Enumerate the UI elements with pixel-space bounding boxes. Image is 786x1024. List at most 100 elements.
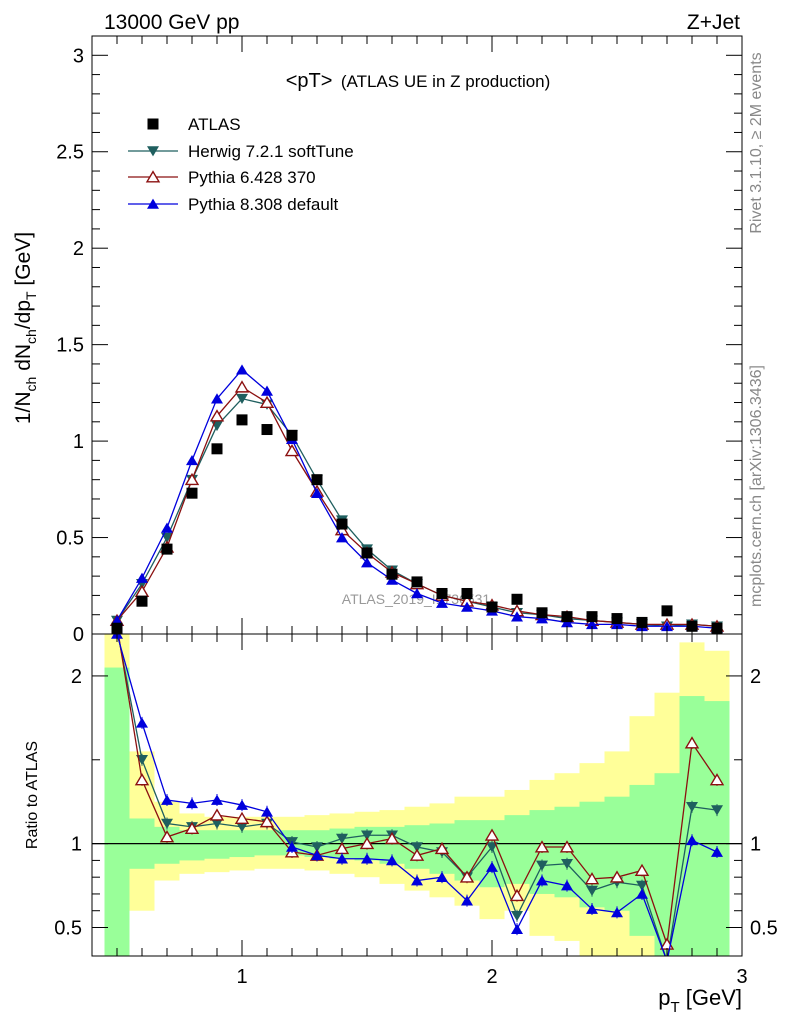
ratio-point-s1-15: [484, 828, 500, 841]
data-point-s0-3: [186, 487, 198, 499]
data-point-s3-13: [436, 597, 448, 608]
ratio-point-s0-18: [561, 858, 573, 870]
data-point-s0-17: [536, 607, 548, 619]
y-tick-label: 0.5: [56, 528, 84, 550]
data-point-s0-20: [611, 613, 623, 625]
legend-label-1: Herwig 7.2.1 softTune: [188, 142, 354, 161]
data-point-s2-3: [184, 472, 200, 486]
data-point-s0-19: [586, 611, 598, 623]
ratio-point-s2-11: [386, 855, 398, 866]
x-tick-label: 3: [736, 966, 747, 988]
green-band-bin: [504, 815, 530, 884]
ratio-point-s1-14: [459, 870, 475, 883]
ratio-y-tick-label-right: 2: [750, 666, 761, 688]
ratio-y-tick-label: 1: [71, 834, 82, 856]
watermark: ATLAS_2019_I1736531: [342, 591, 491, 607]
data-point-s0-16: [511, 593, 523, 605]
ratio-point-s2-3: [186, 797, 198, 809]
ratio-point-s0-17: [536, 860, 548, 871]
data-point-s3-12: [411, 588, 423, 599]
ratio-point-s1-20: [609, 870, 625, 883]
data-point-s3-5: [236, 364, 248, 375]
data-point-s0-7: [286, 429, 298, 441]
green-band-bin: [104, 667, 130, 956]
ratio-point-s1-1: [134, 773, 150, 786]
data-point-s2-1: [134, 584, 150, 598]
ratio-point-s1-12: [409, 848, 425, 861]
ratio-point-s1-23: [684, 736, 700, 749]
ratio-point-s2-9: [336, 853, 348, 864]
data-point-s2-5: [234, 380, 250, 393]
data-point-s1-5: [236, 393, 248, 405]
ratio-point-s1-21: [634, 863, 650, 876]
ratio-point-s2-22: [666, 955, 668, 956]
ratio-point-s1-3: [184, 821, 200, 835]
y-tick-label: 3: [73, 45, 84, 67]
main-plot: 0 0.5 1 1.5 2 2.5 3: [56, 35, 743, 646]
ratio-point-s0-9: [336, 833, 348, 845]
y-tick-label: 2.5: [56, 142, 84, 164]
data-point-s0-8: [311, 474, 323, 486]
ratio-point-s1-17: [534, 840, 550, 853]
ratio-point-s1-10: [359, 836, 375, 850]
ratio-point-s2-8: [311, 849, 323, 861]
ratio-point-s2-15: [486, 861, 498, 872]
main-title-main: <pT>: [286, 70, 333, 92]
rivet-label: Rivet 3.1.10, ≥ 2M events: [748, 52, 765, 233]
ratio-point-s2-6: [261, 806, 273, 817]
ratio-point-s0-22: [661, 956, 673, 966]
ratio-plot: 0.5 0.5 1 1 2 2 1 2 3: [54, 633, 778, 988]
ratio-point-s2-4: [211, 794, 223, 805]
ratio-y-tick-label: 0.5: [54, 917, 82, 939]
data-point-s3-1: [136, 572, 148, 583]
data-point-s3-2: [161, 522, 173, 533]
ratio-series: [92, 634, 742, 966]
data-point-s0-12: [411, 576, 423, 588]
ratio-point-s1-2: [159, 830, 175, 843]
ratio-point-s0-16: [511, 910, 523, 922]
main-ylabel: 1/Nch dNch/dpT [GeV]: [12, 232, 39, 424]
green-band-bin: [204, 830, 230, 859]
ratio-point-s0-5: [236, 822, 248, 833]
ratio-point-s0-24: [711, 805, 723, 816]
x-tick-label: 1: [236, 966, 247, 988]
ratio-ylabel: Ratio to ATLAS: [24, 741, 41, 849]
ratio-point-s0-10: [361, 830, 373, 841]
ratio-point-s0-8: [311, 842, 323, 853]
green-band-bin: [704, 701, 730, 956]
green-band-bin: [679, 696, 705, 956]
data-point-s0-10: [361, 547, 373, 559]
ratio-point-s2-12: [411, 875, 423, 886]
ratio-point-s1-19: [584, 872, 600, 885]
ratio-point-s2-7: [286, 841, 298, 852]
y-tick-label: 1.5: [56, 335, 84, 357]
ratio-point-s0-19: [586, 885, 598, 896]
data-point-s0-18: [561, 611, 573, 623]
green-band-bin: [254, 830, 280, 856]
data-point-s3-9: [336, 532, 348, 543]
data-point-s0-4: [211, 443, 223, 455]
data-point-s0-13: [436, 587, 448, 599]
ratio-point-s2-16: [511, 923, 523, 934]
ratio-point-s2-18: [561, 880, 573, 891]
legend-marker-1: [147, 146, 159, 157]
data-point-s0-6: [261, 424, 273, 436]
y-tick-label: 2: [73, 238, 84, 260]
data-point-s3-4: [211, 393, 223, 404]
main-title-sub: (ATLAS UE in Z production): [341, 72, 550, 91]
ratio-point-s1-24: [709, 773, 725, 786]
data-point-s0-15: [486, 601, 498, 613]
data-point-s0-9: [336, 518, 348, 530]
ratio-point-s1-4: [209, 808, 225, 821]
ratio-point-s2-17: [536, 875, 548, 886]
y-tick-label: 0: [73, 624, 84, 646]
ratio-point-s2-20: [611, 906, 623, 918]
ratio-point-s0-4: [211, 818, 223, 829]
x-axis-label: pT [GeV]: [658, 985, 742, 1016]
data-point-s0-5: [236, 414, 248, 426]
legend-marker-0: [147, 118, 159, 130]
data-point-s2-4: [209, 409, 225, 422]
data-point-s3-8: [311, 487, 323, 498]
ratio-point-s2-5: [236, 799, 248, 810]
